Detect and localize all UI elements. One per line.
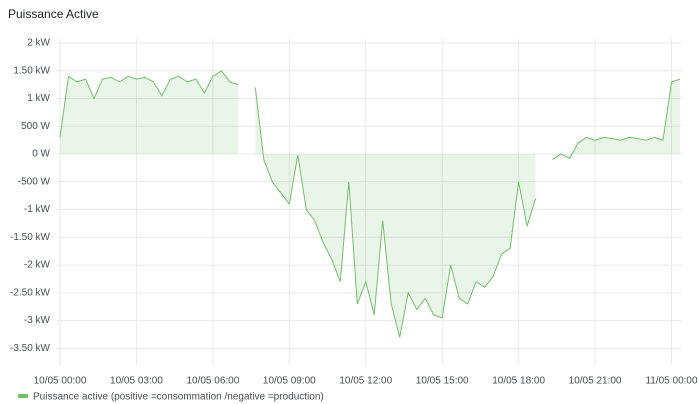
x-tick-label: 10/05 18:00 <box>492 376 545 387</box>
y-tick-label: -3 kW <box>24 315 51 326</box>
x-tick-label: 10/05 21:00 <box>569 376 622 387</box>
y-tick-label: 1.50 kW <box>13 65 50 76</box>
series-line <box>552 78 681 161</box>
y-tick-label: -2 kW <box>24 260 51 271</box>
y-tick-label: 500 W <box>21 121 50 132</box>
y-tick-label: -2.50 kW <box>10 287 51 298</box>
y-tick-label: -500 W <box>18 176 51 187</box>
x-tick-label: 10/05 03:00 <box>110 376 163 387</box>
series-area <box>255 87 536 338</box>
series-line <box>254 87 537 338</box>
series-area <box>552 79 680 160</box>
x-tick-label: 10/05 15:00 <box>416 376 469 387</box>
panel-title: Puissance Active <box>8 7 99 21</box>
series-line <box>59 70 239 138</box>
y-tick-label: 1 kW <box>27 93 50 104</box>
x-tick-label: 11/05 00:00 <box>645 376 698 387</box>
series-area <box>60 70 239 155</box>
x-tick-label: 10/05 06:00 <box>186 376 239 387</box>
y-tick-label: 0 W <box>32 149 50 160</box>
y-tick-label: -3.50 kW <box>10 343 51 354</box>
x-tick-label: 10/05 12:00 <box>339 376 392 387</box>
y-tick-label: -1 kW <box>24 204 51 215</box>
y-tick-label: -1.50 kW <box>10 232 51 243</box>
legend-swatch <box>18 394 28 398</box>
y-tick-label: 2 kW <box>27 38 50 49</box>
legend-label: Puissance active (positive =consommation… <box>33 392 324 403</box>
x-tick-label: 10/05 00:00 <box>34 376 87 387</box>
x-tick-label: 10/05 09:00 <box>263 376 316 387</box>
